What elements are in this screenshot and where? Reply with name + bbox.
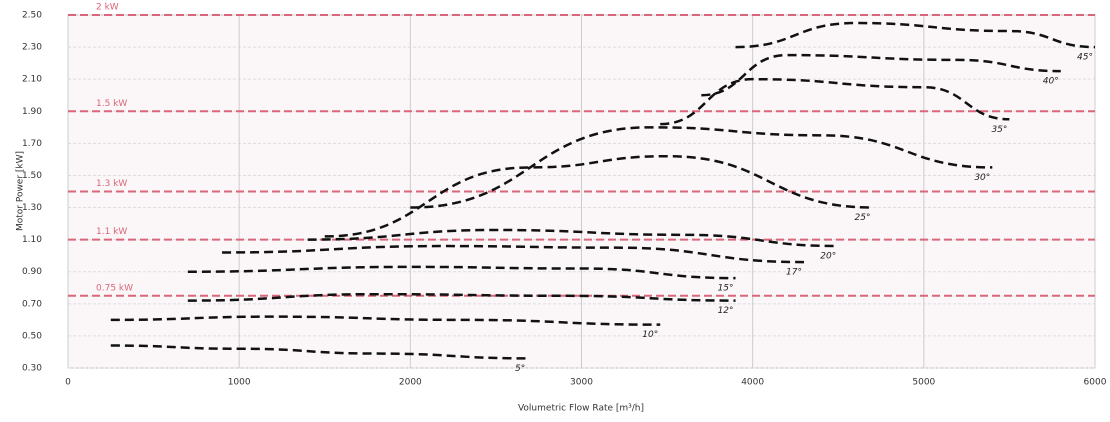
y-tick-label: 1.50 (22, 171, 42, 181)
curve (701, 53, 1061, 97)
curve (222, 244, 805, 264)
curve (110, 315, 661, 326)
x-tick-label: 0 (65, 378, 71, 388)
curve-label: 45° (1077, 53, 1093, 63)
reference-label: 1.5 kW (96, 99, 127, 109)
y-tick-label: 0.90 (22, 267, 42, 277)
x-tick-label: 4000 (741, 378, 764, 388)
curve-label: 15° (718, 284, 734, 294)
reference-label: 2 kW (96, 3, 119, 13)
curve-label: 25° (855, 213, 871, 223)
y-axis-title: Motor Power [kW] (16, 151, 26, 231)
reference-label: 0.75 kW (96, 283, 133, 293)
x-axis-title: Volumetric Flow Rate [m³/h] (518, 404, 644, 414)
y-tick-label: 1.10 (22, 235, 42, 245)
y-tick-label: 1.70 (22, 139, 42, 149)
y-tick-label: 2.30 (22, 43, 42, 53)
y-tick-label: 0.70 (22, 299, 42, 309)
curve-label: 30° (974, 173, 990, 183)
curve-label: 17° (786, 268, 802, 278)
curve (110, 344, 531, 360)
y-tick-label: 2.10 (22, 75, 42, 85)
curve-label: 10° (642, 330, 658, 340)
x-tick-label: 1000 (228, 378, 251, 388)
curve (307, 228, 839, 248)
y-tick-label: 1.30 (22, 203, 42, 213)
curve (187, 265, 736, 280)
x-tick-label: 5000 (912, 378, 935, 388)
curve-label: 12° (718, 306, 734, 316)
x-tick-label: 3000 (570, 378, 593, 388)
y-tick-label: 2.50 (22, 11, 42, 21)
curve (187, 292, 736, 302)
curve-label: 35° (991, 125, 1007, 135)
curve (660, 77, 1010, 126)
x-tick-label: 2000 (399, 378, 422, 388)
y-tick-label: 0.50 (22, 331, 42, 341)
curve-label: 5° (515, 364, 525, 374)
reference-label: 1.1 kW (96, 227, 127, 237)
curve-label: 40° (1043, 77, 1059, 87)
curve (324, 154, 873, 238)
curve-label: 20° (820, 252, 836, 262)
y-tick-label: 0.30 (22, 364, 42, 374)
curve (410, 126, 993, 209)
x-tick-label: 6000 (1084, 378, 1107, 388)
curve (735, 21, 1096, 49)
reference-label: 1.3 kW (96, 179, 127, 189)
y-tick-label: 1.90 (22, 107, 42, 117)
